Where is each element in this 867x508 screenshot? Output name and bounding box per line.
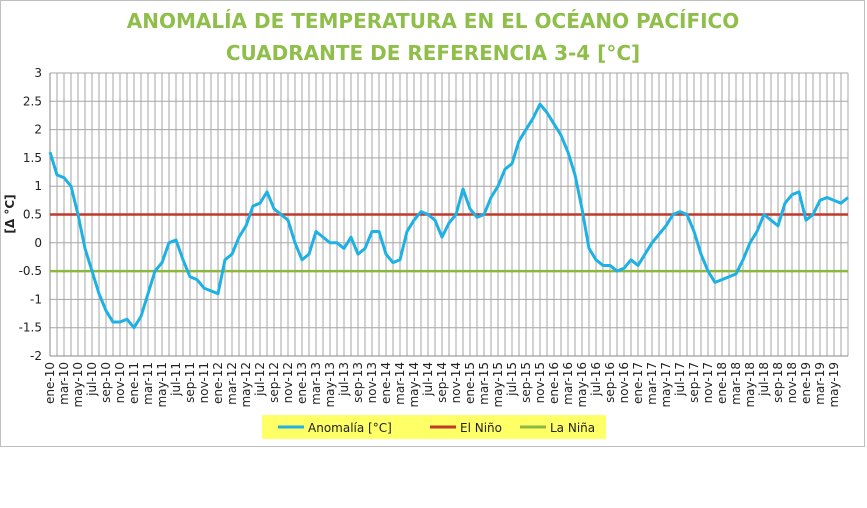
x-tick-label: sep-14: [435, 362, 449, 403]
x-tick-label: ene-15: [463, 362, 477, 404]
y-tick-label: 0.5: [23, 208, 42, 222]
x-tick-label: jul-10: [85, 362, 99, 397]
x-tick-label: nov-12: [281, 362, 295, 403]
legend-label: Anomalía [°C]: [308, 421, 392, 435]
x-tick-label: may-18: [743, 362, 757, 408]
y-tick-label: 0: [34, 236, 42, 250]
x-tick-label: mar-12: [225, 362, 239, 405]
chart-title: ANOMALÍA DE TEMPERATURA EN EL OCÉANO PAC…: [127, 9, 740, 33]
x-tick-label: nov-14: [449, 362, 463, 403]
x-tick-label: mar-14: [393, 362, 407, 405]
x-tick-label: nov-10: [113, 362, 127, 403]
x-tick-label: mar-11: [141, 362, 155, 405]
chart-title: CUADRANTE DE REFERENCIA 3-4 [°C]: [226, 41, 640, 65]
y-tick-label: -2: [30, 349, 42, 363]
x-tick-label: may-15: [491, 362, 505, 408]
x-tick-label: jul-11: [169, 362, 183, 397]
x-tick-label: nov-11: [197, 362, 211, 403]
y-tick-label: 1.5: [23, 151, 42, 165]
x-tick-label: ene-10: [43, 362, 57, 404]
x-tick-label: sep-17: [687, 362, 701, 403]
x-tick-label: ene-14: [379, 362, 393, 404]
x-tick-label: may-16: [575, 362, 589, 408]
x-tick-label: jul-18: [757, 362, 771, 397]
x-tick-label: nov-16: [617, 362, 631, 403]
y-tick-label: 3: [34, 66, 42, 80]
x-tick-label: mar-19: [813, 362, 827, 405]
x-tick-label: mar-10: [57, 362, 71, 405]
x-tick-label: sep-10: [99, 362, 113, 403]
x-tick-label: jul-17: [673, 362, 687, 397]
x-tick-label: sep-16: [603, 362, 617, 403]
x-tick-label: jul-14: [421, 362, 435, 397]
x-tick-label: may-13: [323, 362, 337, 408]
x-tick-label: jul-16: [589, 362, 603, 397]
legend-label: El Niño: [460, 421, 502, 435]
x-tick-label: nov-15: [533, 362, 547, 403]
x-tick-label: ene-16: [547, 362, 561, 404]
x-tick-label: mar-17: [645, 362, 659, 405]
x-tick-label: ene-17: [631, 362, 645, 404]
x-tick-label: may-11: [155, 362, 169, 408]
chart-frame: [0, 0, 865, 447]
x-tick-label: mar-13: [309, 362, 323, 405]
x-tick-label: ene-12: [211, 362, 225, 404]
x-tick-label: mar-16: [561, 362, 575, 405]
x-tick-label: ene-18: [715, 362, 729, 404]
x-tick-label: jul-13: [337, 362, 351, 397]
x-tick-label: sep-13: [351, 362, 365, 403]
y-tick-label: 2: [34, 123, 42, 137]
x-tick-label: nov-18: [785, 362, 799, 403]
x-tick-label: ene-13: [295, 362, 309, 404]
x-tick-label: jul-12: [253, 362, 267, 397]
y-tick-label: 1: [34, 179, 42, 193]
x-tick-label: may-19: [827, 362, 841, 408]
x-tick-label: mar-18: [729, 362, 743, 405]
x-tick-label: may-10: [71, 362, 85, 408]
y-tick-label: 2.5: [23, 94, 42, 108]
x-tick-label: sep-11: [183, 362, 197, 403]
x-tick-label: jul-15: [505, 362, 519, 397]
x-tick-label: may-14: [407, 362, 421, 408]
y-tick-label: -1.5: [19, 321, 42, 335]
x-tick-label: sep-12: [267, 362, 281, 403]
y-tick-label: -1: [30, 292, 42, 306]
x-tick-label: nov-13: [365, 362, 379, 403]
x-tick-label: sep-18: [771, 362, 785, 403]
x-tick-label: mar-15: [477, 362, 491, 405]
y-axis-label: [Δ °C]: [3, 194, 17, 233]
x-tick-label: ene-11: [127, 362, 141, 404]
x-tick-label: nov-17: [701, 362, 715, 403]
x-tick-label: may-12: [239, 362, 253, 408]
x-tick-label: sep-15: [519, 362, 533, 403]
x-tick-label: may-17: [659, 362, 673, 408]
x-tick-label: ene-19: [799, 362, 813, 404]
legend-label: La Niña: [550, 421, 595, 435]
y-tick-label: -0.5: [19, 264, 42, 278]
series-line: [48, 102, 849, 330]
